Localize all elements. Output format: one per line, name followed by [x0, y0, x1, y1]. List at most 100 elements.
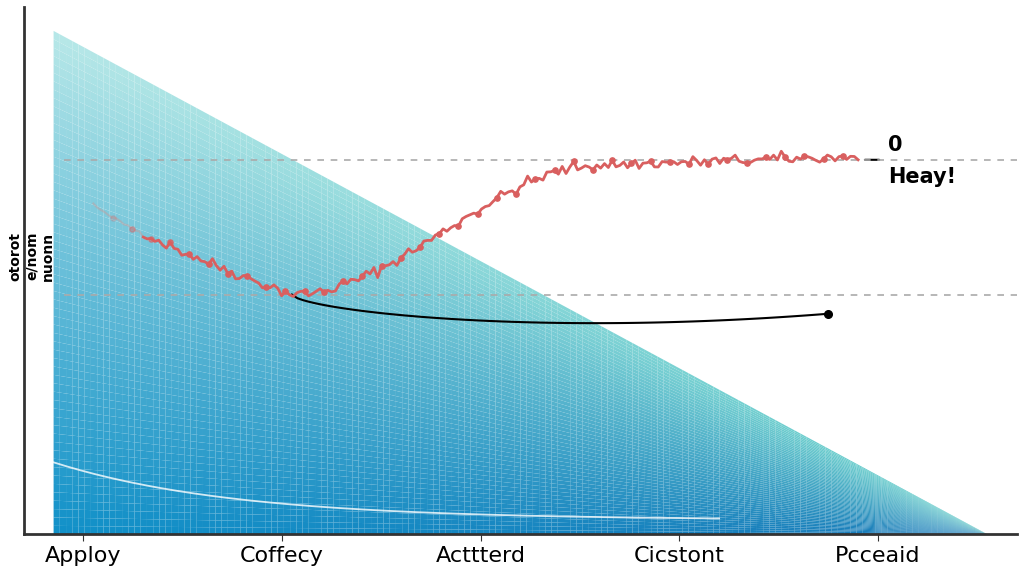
Polygon shape	[502, 473, 508, 478]
Polygon shape	[856, 532, 863, 533]
Polygon shape	[825, 493, 831, 496]
Polygon shape	[390, 411, 396, 417]
Polygon shape	[782, 531, 788, 532]
Polygon shape	[520, 391, 526, 398]
Polygon shape	[116, 111, 122, 122]
Polygon shape	[882, 478, 888, 482]
Polygon shape	[869, 501, 876, 504]
Polygon shape	[147, 383, 154, 392]
Polygon shape	[831, 530, 838, 532]
Polygon shape	[975, 528, 981, 531]
Polygon shape	[645, 423, 651, 429]
Polygon shape	[732, 523, 738, 525]
Polygon shape	[458, 363, 465, 370]
Polygon shape	[97, 406, 103, 415]
Polygon shape	[657, 499, 664, 503]
Polygon shape	[981, 532, 987, 534]
Polygon shape	[682, 397, 688, 403]
Polygon shape	[377, 227, 384, 236]
Polygon shape	[819, 464, 825, 468]
Polygon shape	[334, 258, 340, 266]
Polygon shape	[409, 352, 415, 359]
Polygon shape	[950, 532, 956, 533]
Polygon shape	[483, 439, 489, 445]
Polygon shape	[309, 376, 315, 383]
Polygon shape	[296, 410, 302, 417]
Polygon shape	[825, 461, 831, 466]
Polygon shape	[309, 315, 315, 323]
Polygon shape	[657, 511, 664, 514]
Polygon shape	[801, 442, 807, 447]
Polygon shape	[103, 478, 110, 487]
Polygon shape	[190, 176, 197, 186]
Polygon shape	[856, 470, 863, 474]
Polygon shape	[477, 378, 483, 384]
Polygon shape	[564, 375, 570, 380]
Polygon shape	[221, 438, 228, 446]
Polygon shape	[831, 463, 838, 467]
Polygon shape	[271, 360, 278, 368]
Polygon shape	[203, 189, 209, 199]
Polygon shape	[831, 498, 838, 501]
Polygon shape	[570, 478, 577, 482]
Polygon shape	[956, 532, 963, 533]
Polygon shape	[726, 440, 732, 445]
Polygon shape	[520, 521, 526, 526]
Polygon shape	[190, 370, 197, 378]
Polygon shape	[190, 419, 197, 427]
Polygon shape	[178, 287, 184, 296]
Polygon shape	[358, 500, 365, 507]
Polygon shape	[589, 477, 595, 481]
Polygon shape	[570, 448, 577, 453]
Polygon shape	[427, 519, 433, 524]
Polygon shape	[888, 489, 894, 493]
Polygon shape	[714, 517, 720, 520]
Polygon shape	[228, 432, 234, 439]
Polygon shape	[876, 510, 882, 512]
Polygon shape	[439, 515, 445, 520]
Polygon shape	[91, 261, 97, 270]
Polygon shape	[134, 304, 140, 313]
Polygon shape	[116, 276, 122, 285]
Polygon shape	[365, 199, 371, 207]
Polygon shape	[520, 286, 526, 294]
Polygon shape	[358, 484, 365, 489]
Polygon shape	[751, 504, 757, 507]
Polygon shape	[334, 411, 340, 418]
Polygon shape	[795, 465, 801, 469]
Polygon shape	[377, 255, 384, 263]
Polygon shape	[664, 447, 670, 452]
Polygon shape	[110, 368, 116, 378]
Polygon shape	[271, 322, 278, 330]
Polygon shape	[322, 433, 328, 439]
Polygon shape	[657, 501, 664, 505]
Polygon shape	[613, 367, 620, 372]
Polygon shape	[732, 447, 738, 452]
Polygon shape	[863, 520, 869, 521]
Polygon shape	[969, 528, 975, 530]
Polygon shape	[944, 520, 950, 523]
Polygon shape	[831, 478, 838, 482]
Polygon shape	[340, 238, 346, 246]
Polygon shape	[888, 516, 894, 517]
Polygon shape	[322, 450, 328, 457]
Polygon shape	[613, 501, 620, 505]
Polygon shape	[888, 489, 894, 492]
Polygon shape	[751, 424, 757, 429]
Polygon shape	[352, 523, 358, 529]
Polygon shape	[53, 291, 59, 301]
Polygon shape	[607, 466, 613, 470]
Polygon shape	[234, 317, 241, 326]
Polygon shape	[900, 516, 906, 517]
Polygon shape	[714, 475, 720, 479]
Polygon shape	[876, 527, 882, 528]
Polygon shape	[471, 432, 477, 438]
Polygon shape	[415, 426, 421, 433]
Polygon shape	[595, 422, 601, 427]
Polygon shape	[471, 284, 477, 291]
Polygon shape	[782, 438, 788, 443]
Polygon shape	[831, 488, 838, 491]
Polygon shape	[427, 438, 433, 445]
Polygon shape	[409, 253, 415, 261]
Polygon shape	[937, 517, 944, 519]
